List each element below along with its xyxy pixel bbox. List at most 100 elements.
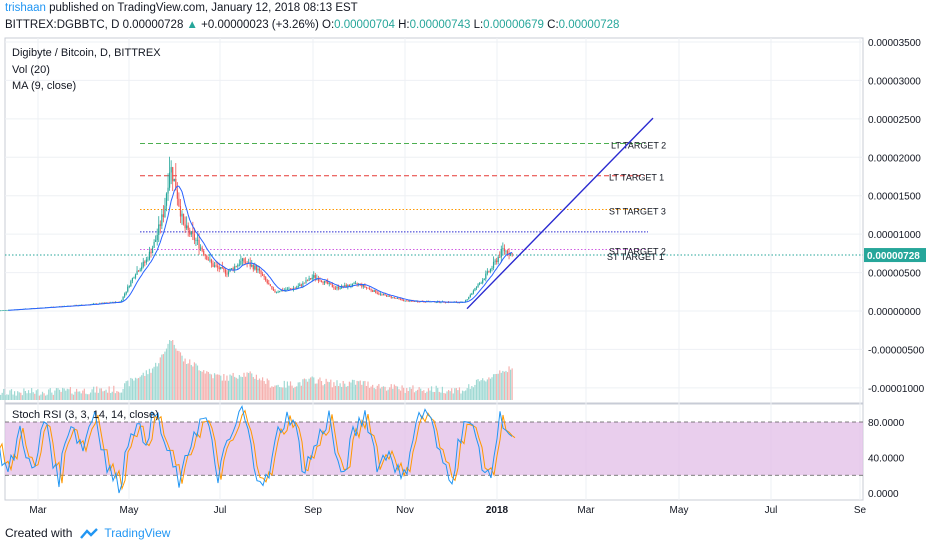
candle-body [156, 234, 158, 241]
volume-bar [51, 392, 53, 400]
volume-bar [176, 350, 178, 400]
volume-bar [404, 392, 406, 400]
y-tick-label: 0.00003500 [868, 38, 921, 49]
candle-body [355, 283, 357, 285]
volume-bar [265, 383, 267, 400]
candle-body [342, 285, 344, 287]
candle-body [7, 309, 9, 311]
candle-body [178, 198, 180, 207]
volume-bar [386, 390, 388, 400]
volume-bar [204, 373, 206, 400]
volume-bar [29, 393, 31, 400]
volume-bar [71, 393, 73, 400]
volume-bar [262, 377, 264, 400]
volume-bar [485, 381, 487, 400]
volume-bar [479, 381, 481, 400]
x-tick-label: Jul [214, 505, 227, 516]
volume-bar [320, 381, 323, 400]
volume-bar [376, 385, 378, 400]
volume-bar [505, 370, 507, 400]
candle-body [186, 225, 188, 229]
volume-bar [494, 373, 496, 400]
volume-bar [348, 381, 350, 400]
volume-bar [403, 387, 405, 400]
candle-body [6, 309, 8, 311]
candle-body [472, 290, 474, 294]
candle-body [406, 300, 408, 302]
candle-body [457, 302, 459, 304]
ma-legend[interactable]: MA (9, close) [12, 80, 77, 92]
x-tick-label: May [120, 505, 139, 516]
price-chart[interactable]: LT TARGET 2 LT TARGET 1 ST TARGET 3 ST TARG… [0, 0, 932, 520]
tradingview-logo[interactable]: TradingView [78, 526, 170, 540]
volume-bar [468, 384, 470, 400]
volume-bar [344, 383, 346, 400]
volume-bar [361, 384, 363, 400]
volume-bar [120, 392, 123, 400]
candle-body [505, 250, 507, 252]
volume-bar [449, 391, 451, 400]
candle-body [368, 288, 371, 290]
volume-bar [105, 389, 107, 400]
x-tick-label: May [670, 505, 689, 516]
volume-bar [76, 388, 78, 400]
volume-bar [384, 386, 386, 400]
author-link[interactable]: trishaan [5, 2, 46, 14]
volume-bar [7, 394, 9, 400]
candle-body [364, 284, 366, 288]
header-bar: trishaan published on TradingView.com, J… [0, 0, 932, 36]
candle-body [497, 257, 499, 263]
candle-body [232, 268, 234, 270]
candle-body [164, 205, 166, 218]
volume-bar [23, 388, 25, 400]
volume-bar [454, 388, 456, 400]
candle-body [162, 214, 164, 218]
main-pane-frame [4, 37, 864, 404]
stoch-tick-label: 80.0000 [868, 418, 905, 429]
volume-bar [252, 377, 254, 400]
volume-bar [480, 380, 482, 400]
volume-bar [232, 372, 234, 400]
volume-bar [68, 389, 70, 400]
volume-bar [350, 382, 352, 400]
volume-bar [472, 387, 474, 400]
candle-body [313, 275, 315, 278]
candle-body [226, 273, 228, 275]
stoch-legend[interactable]: Stoch RSI (3, 3, 14, 14, close) [12, 409, 159, 421]
candle-body [303, 282, 306, 284]
volume-bar [367, 381, 369, 400]
candle-body [327, 281, 329, 284]
volume-bar [142, 372, 144, 400]
volume-bar [511, 368, 513, 400]
volume-bar [206, 371, 208, 400]
target-label: LT TARGET 2 [611, 140, 666, 150]
volume-bar [111, 391, 113, 400]
volume-bar [306, 381, 309, 400]
candle-body [409, 300, 411, 302]
candle-body [370, 288, 372, 291]
volume-bar [244, 376, 247, 400]
volume-bar [189, 359, 191, 400]
low-value: 0.00000679 [483, 19, 544, 31]
volume-bar [299, 382, 301, 400]
volume-bar [392, 388, 394, 400]
volume-bar [435, 385, 437, 400]
candle-body [387, 295, 389, 297]
volume-bar [184, 358, 186, 400]
volume-bar [63, 388, 65, 400]
volume-bar [257, 379, 259, 400]
volume-bar [1, 392, 3, 400]
volume-bar [223, 374, 225, 400]
volume-bar [114, 393, 116, 400]
volume-bar [100, 388, 102, 400]
candle-body [254, 265, 256, 270]
current-price-tag [864, 248, 926, 263]
candle-body [384, 294, 386, 296]
candle-body [378, 293, 380, 295]
volume-legend[interactable]: Vol (20) [12, 64, 50, 76]
volume-bar [21, 395, 23, 400]
volume-bar [381, 386, 383, 400]
candle-body [413, 301, 416, 302]
volume-bar [271, 386, 273, 400]
volume-bar [288, 385, 290, 400]
